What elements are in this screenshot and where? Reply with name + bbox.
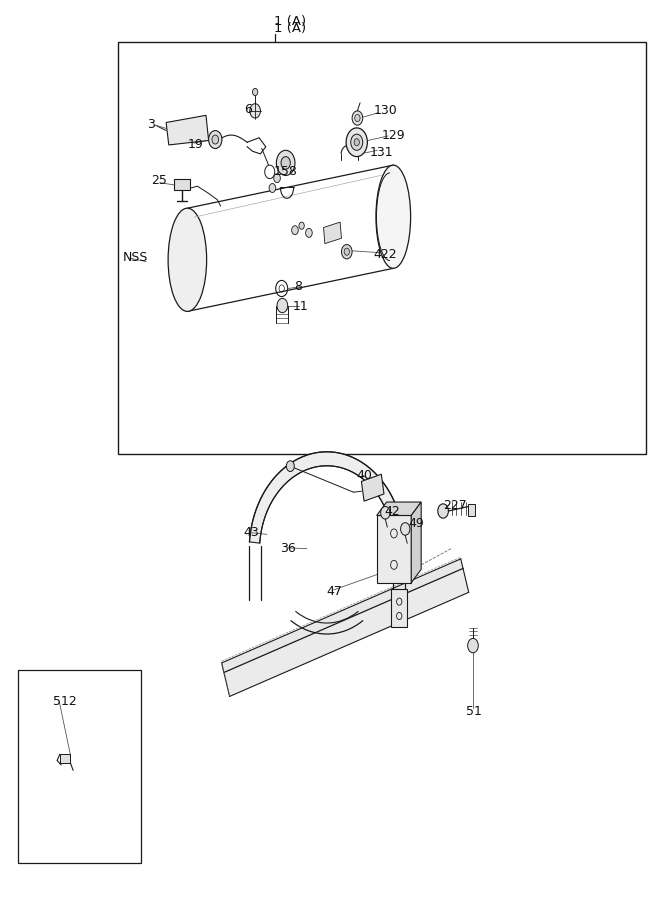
Text: 131: 131 (370, 146, 394, 158)
Bar (60, 754, 71, 763)
Text: 1 (A): 1 (A) (274, 15, 306, 28)
Bar (18, 670, 141, 863)
Text: 6: 6 (244, 103, 251, 115)
Polygon shape (362, 474, 384, 501)
Ellipse shape (212, 135, 219, 144)
Text: NSS: NSS (123, 251, 148, 265)
Ellipse shape (438, 504, 448, 518)
Text: 130: 130 (374, 104, 397, 117)
Text: 25: 25 (151, 175, 167, 187)
Ellipse shape (286, 461, 294, 472)
Text: 11: 11 (292, 300, 308, 313)
Text: 129: 129 (382, 130, 405, 142)
Ellipse shape (468, 638, 478, 652)
Polygon shape (377, 502, 421, 516)
Polygon shape (166, 115, 209, 145)
Ellipse shape (250, 104, 260, 118)
Text: 49: 49 (408, 518, 424, 530)
Ellipse shape (342, 245, 352, 259)
Ellipse shape (269, 184, 275, 193)
Polygon shape (249, 452, 404, 543)
Ellipse shape (346, 128, 368, 157)
Ellipse shape (305, 229, 312, 238)
Polygon shape (412, 502, 421, 583)
Ellipse shape (299, 222, 304, 230)
Ellipse shape (277, 299, 287, 312)
Ellipse shape (253, 88, 257, 95)
Text: 43: 43 (244, 526, 259, 539)
Text: 1 (A): 1 (A) (274, 22, 306, 35)
Text: 51: 51 (466, 706, 482, 718)
Ellipse shape (344, 248, 350, 256)
Bar (117, 41, 646, 454)
Ellipse shape (273, 174, 280, 183)
Bar (468, 504, 475, 517)
Ellipse shape (381, 507, 390, 519)
Text: 42: 42 (384, 505, 400, 518)
Ellipse shape (376, 165, 411, 268)
Polygon shape (221, 559, 463, 672)
Ellipse shape (355, 114, 360, 122)
Bar (377, 516, 412, 583)
Ellipse shape (209, 130, 222, 148)
Text: 19: 19 (187, 139, 203, 151)
Polygon shape (224, 569, 469, 697)
Polygon shape (323, 222, 342, 244)
Text: 8: 8 (293, 280, 301, 293)
Text: 40: 40 (357, 469, 373, 482)
Text: 227: 227 (443, 500, 467, 512)
Text: 422: 422 (374, 248, 397, 261)
Text: 36: 36 (280, 542, 296, 555)
Text: 3: 3 (147, 118, 155, 130)
Ellipse shape (281, 157, 290, 169)
Ellipse shape (168, 208, 207, 311)
Polygon shape (221, 559, 463, 672)
Text: 512: 512 (53, 695, 77, 707)
Ellipse shape (291, 226, 298, 235)
Text: 158: 158 (273, 166, 297, 178)
Ellipse shape (354, 139, 360, 146)
Ellipse shape (352, 111, 363, 125)
Text: 47: 47 (327, 585, 343, 598)
Ellipse shape (351, 134, 363, 150)
Ellipse shape (276, 150, 295, 176)
Bar (391, 590, 408, 626)
Ellipse shape (401, 523, 410, 536)
Bar (174, 179, 190, 190)
